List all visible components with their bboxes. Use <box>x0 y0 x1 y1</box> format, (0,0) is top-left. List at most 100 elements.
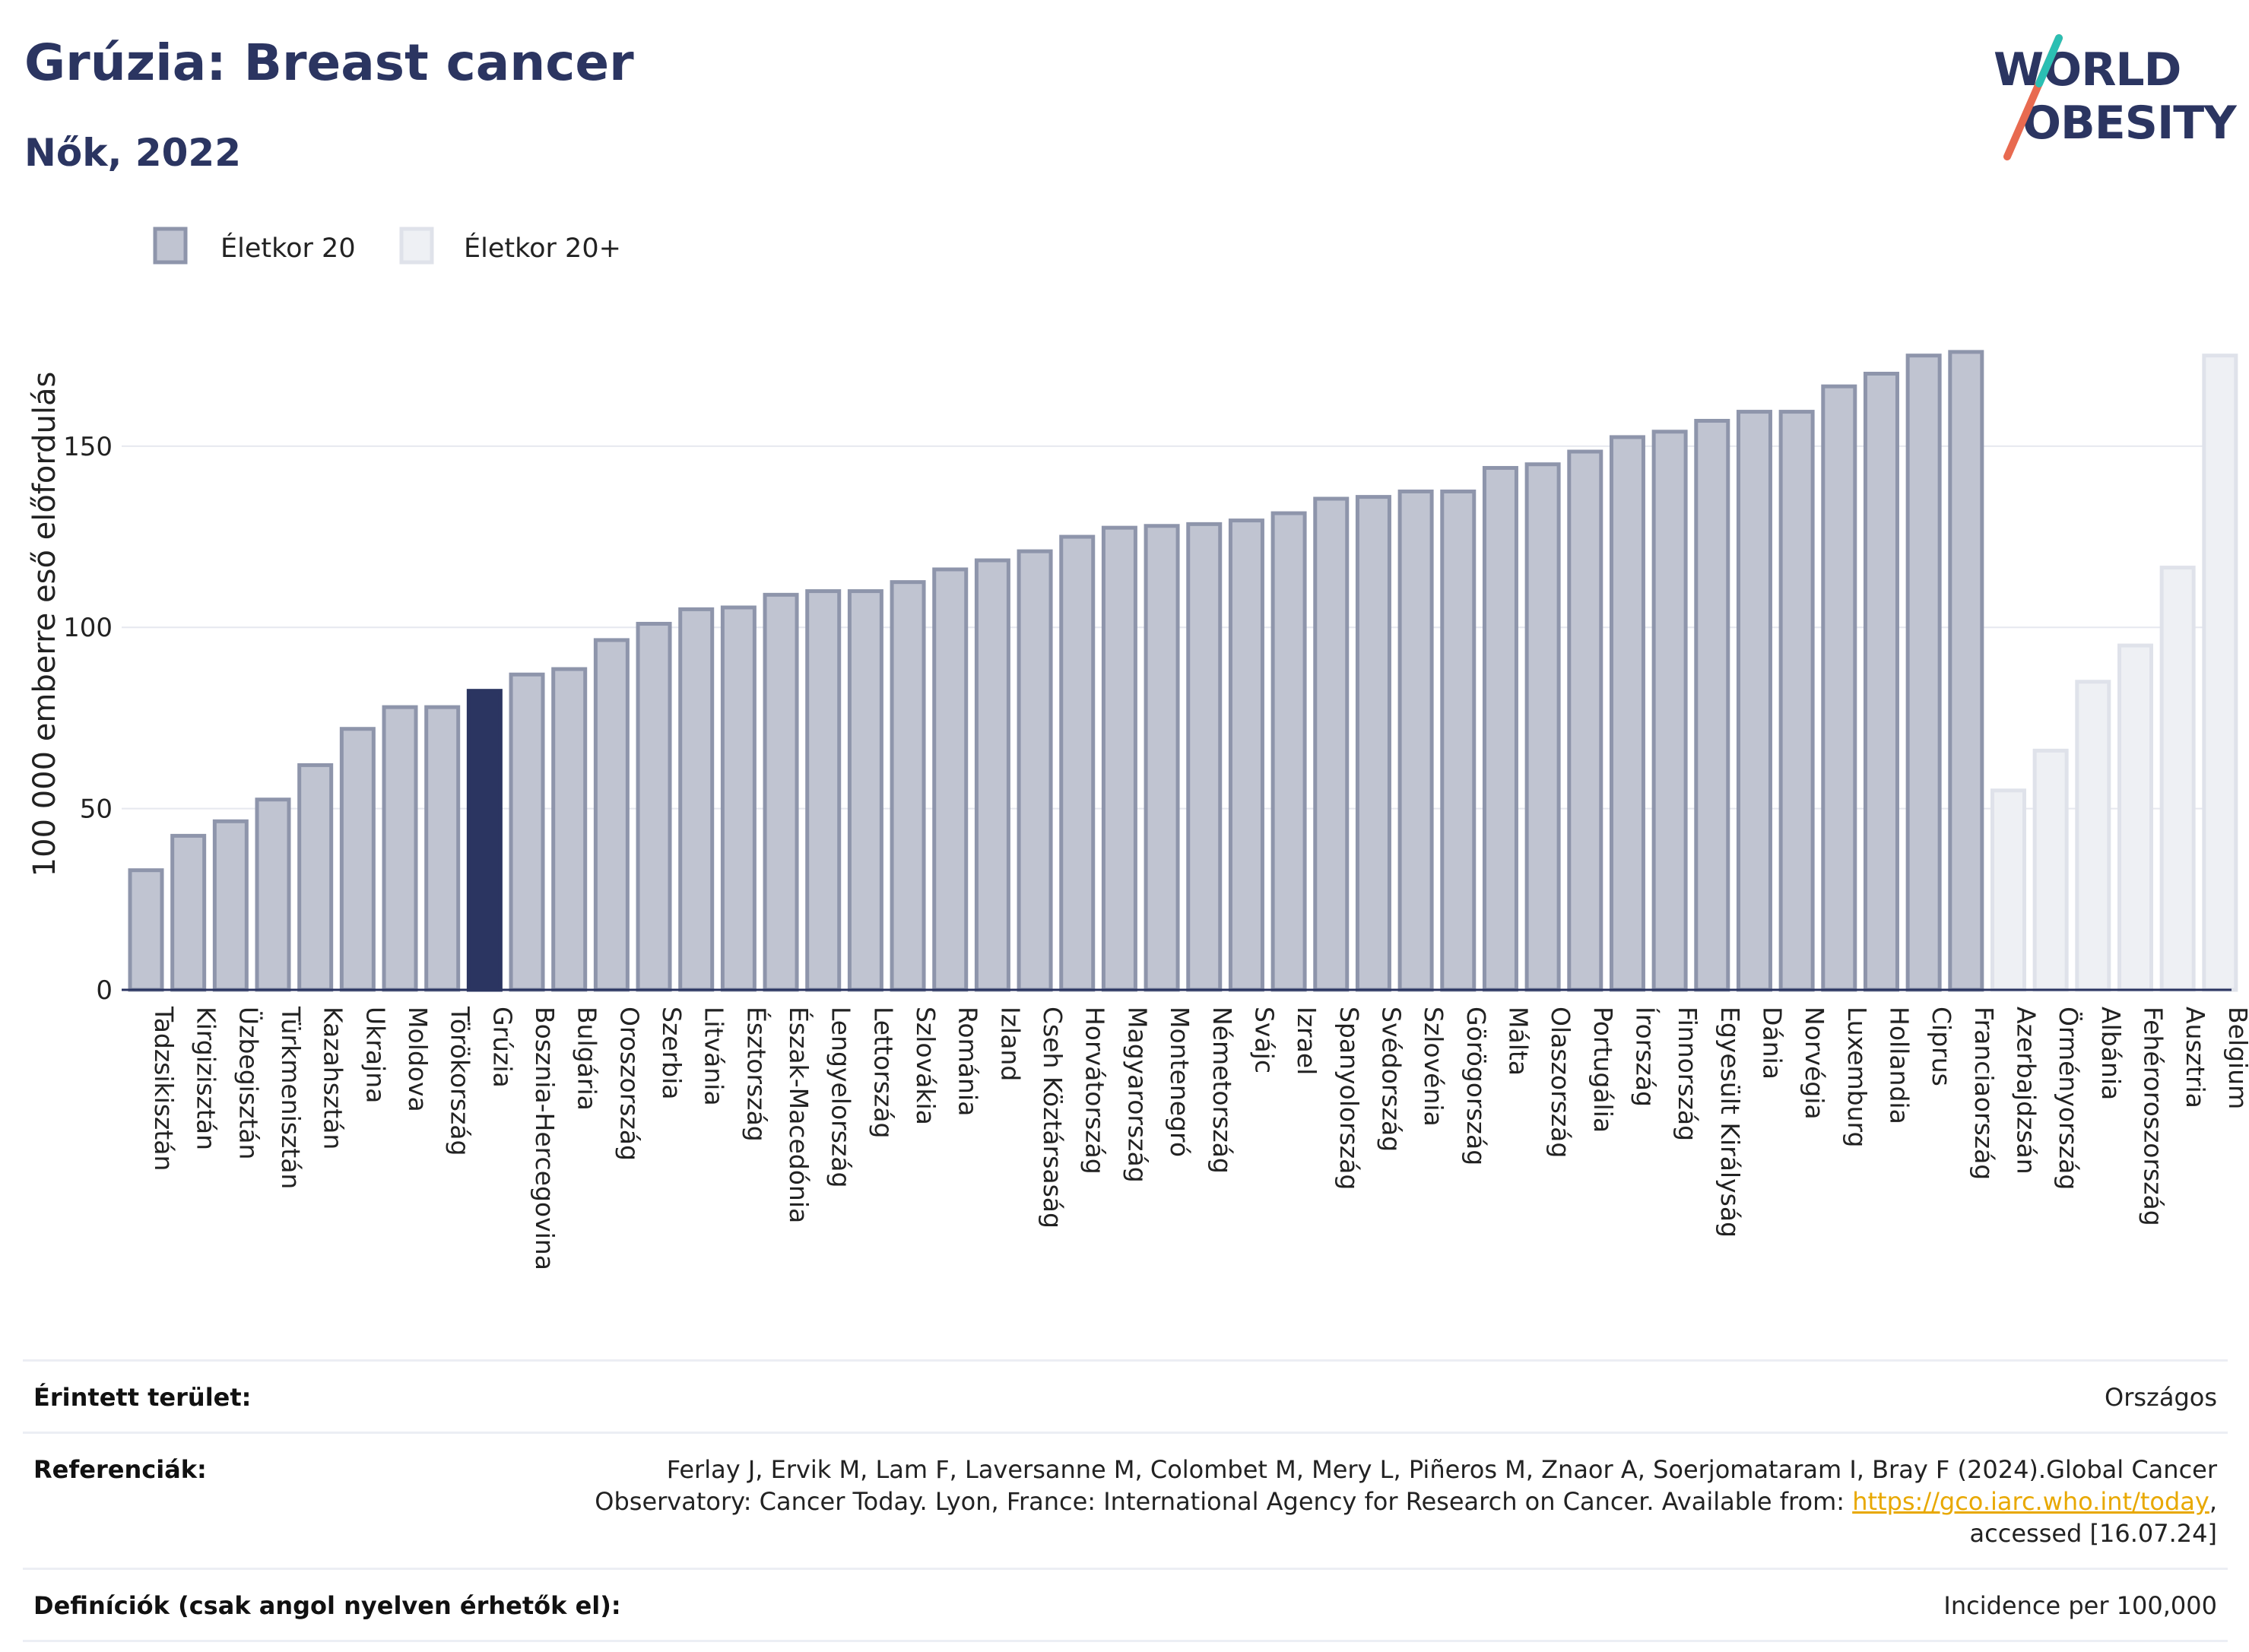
bar-2[interactable] <box>212 819 249 992</box>
x-tick-label: Moldova <box>403 1007 433 1112</box>
bar-49[interactable] <box>2202 354 2238 992</box>
references-text: Ferlay J, Ervik M, Lam F, Laversanne M, … <box>595 1455 2217 1516</box>
info-table: Érintett terület: Országos Referenciák: … <box>23 1359 2228 1642</box>
references-label: Referenciák: <box>33 1455 207 1484</box>
y-tick-label: 0 <box>96 975 113 1006</box>
x-tick-label: Írország <box>1630 1007 1661 1107</box>
bar-40[interactable] <box>1821 384 1857 992</box>
x-tick-label: Magyarország <box>1122 1007 1152 1183</box>
bar-18[interactable] <box>890 580 926 992</box>
svg-text:WORLD: WORLD <box>1994 43 2181 97</box>
x-tick-label: Oroszország <box>614 1007 644 1161</box>
x-tick-label: Cseh Köztársaság <box>1038 1007 1067 1229</box>
bar-22[interactable] <box>1059 534 1096 992</box>
bar-19[interactable] <box>932 567 969 992</box>
bars <box>128 350 2238 992</box>
bar-3[interactable] <box>255 797 291 992</box>
bar-4[interactable] <box>297 763 334 992</box>
page-title: Grúzia: Breast cancer <box>24 33 634 92</box>
bar-42[interactable] <box>1905 354 1942 992</box>
bar-47[interactable] <box>2117 643 2153 992</box>
bar-32[interactable] <box>1482 465 1518 992</box>
bar-45[interactable] <box>2032 748 2069 992</box>
bar-44[interactable] <box>1990 788 2026 992</box>
bar-8[interactable] <box>466 689 503 992</box>
x-tick-label: Litvánia <box>699 1007 729 1106</box>
bar-23[interactable] <box>1101 525 1137 992</box>
bar-38[interactable] <box>1736 410 1772 992</box>
legend-swatch-age20 <box>153 227 188 265</box>
bar-33[interactable] <box>1524 462 1561 992</box>
x-tick-label: Fehéroroszország <box>2138 1007 2168 1226</box>
bar-chart: Életkor 20 Életkor 20+ 0 50 100 150 Tadzsik… <box>27 227 2249 1270</box>
x-tick-label: Luxemburg <box>1842 1007 1872 1147</box>
bar-34[interactable] <box>1567 449 1603 992</box>
bar-41[interactable] <box>1863 372 1899 992</box>
x-tick-label: Hollandia <box>1884 1007 1914 1124</box>
bar-46[interactable] <box>2075 680 2111 992</box>
x-tick-label: Bulgária <box>573 1007 602 1111</box>
x-tick-label: Dánia <box>1757 1007 1787 1080</box>
legend-swatch-age20plus <box>399 227 434 265</box>
bar-1[interactable] <box>170 833 207 992</box>
bar-12[interactable] <box>636 621 672 992</box>
bar-20[interactable] <box>974 558 1010 992</box>
x-tick-label: Románia <box>953 1007 983 1116</box>
definitions-label: Definíciók (csak angol nyelven érhetők e… <box>33 1591 621 1620</box>
bar-13[interactable] <box>678 607 715 992</box>
y-tick-label: 50 <box>80 794 113 825</box>
y-axis-ticks: 0 50 100 150 <box>63 432 113 1006</box>
bar-37[interactable] <box>1694 418 1730 992</box>
legend-item-age20plus[interactable]: Életkor 20+ <box>399 227 621 265</box>
bar-36[interactable] <box>1651 430 1688 992</box>
legend-item-age20[interactable]: Életkor 20 <box>153 227 356 265</box>
x-tick-label: Svájc <box>1249 1007 1279 1073</box>
bar-9[interactable] <box>509 672 545 992</box>
x-tick-label: Málta <box>1503 1007 1533 1076</box>
y-tick-label: 100 <box>63 613 113 643</box>
svg-text:OBESITY: OBESITY <box>2022 97 2238 150</box>
bar-14[interactable] <box>720 605 757 992</box>
references-link[interactable]: https://gco.iarc.who.int/today <box>1852 1487 2209 1516</box>
references-accessed: , accessed [16.07.24] <box>1969 1487 2217 1548</box>
x-tick-label: Norvégia <box>1800 1007 1829 1120</box>
bar-29[interactable] <box>1355 495 1391 992</box>
info-row-definitions: Definíciók (csak angol nyelven érhetők e… <box>23 1568 2228 1642</box>
legend-label-age20: Életkor 20 <box>220 232 356 264</box>
legend-label-age20plus: Életkor 20+ <box>464 232 621 264</box>
bar-7[interactable] <box>424 705 461 992</box>
x-tick-label: Ciprus <box>1927 1007 1956 1086</box>
bar-25[interactable] <box>1186 522 1223 992</box>
bar-31[interactable] <box>1440 489 1477 992</box>
x-axis-labels: Tadzsikisztán Kirgizisztán Üzbegisztán Türk… <box>149 1006 2249 1270</box>
chart-legend: Életkor 20 Életkor 20+ <box>153 227 621 265</box>
bar-17[interactable] <box>847 589 883 992</box>
references-value: Ferlay J, Ervik M, Lam F, Laversanne M, … <box>506 1454 2217 1549</box>
bar-15[interactable] <box>763 592 799 992</box>
bar-27[interactable] <box>1270 511 1307 992</box>
bar-16[interactable] <box>805 589 842 992</box>
bar-10[interactable] <box>551 667 588 992</box>
bar-39[interactable] <box>1778 410 1815 992</box>
bar-0[interactable] <box>128 868 164 992</box>
bar-28[interactable] <box>1313 496 1350 992</box>
bar-43[interactable] <box>1948 350 1984 992</box>
x-tick-label: Észtország <box>741 1007 772 1142</box>
x-tick-label: Lettország <box>868 1007 898 1138</box>
definitions-value: Incidence per 100,000 <box>1943 1591 2217 1620</box>
bar-11[interactable] <box>593 638 630 992</box>
x-tick-label: Izrael <box>1292 1007 1321 1075</box>
bar-35[interactable] <box>1609 435 1645 992</box>
x-tick-label: Belgium <box>2223 1007 2249 1109</box>
bar-48[interactable] <box>2159 566 2196 992</box>
bar-26[interactable] <box>1228 518 1264 992</box>
x-tick-label: Svédország <box>1376 1007 1406 1152</box>
x-tick-label: Ukrajna <box>360 1007 390 1103</box>
area-label: Érintett terület: <box>33 1383 252 1412</box>
bar-21[interactable] <box>1017 549 1053 992</box>
bar-24[interactable] <box>1144 524 1180 992</box>
bar-5[interactable] <box>339 727 376 992</box>
bar-30[interactable] <box>1397 489 1434 992</box>
bar-6[interactable] <box>382 705 418 992</box>
x-tick-label: Horvátország <box>1080 1007 1110 1175</box>
